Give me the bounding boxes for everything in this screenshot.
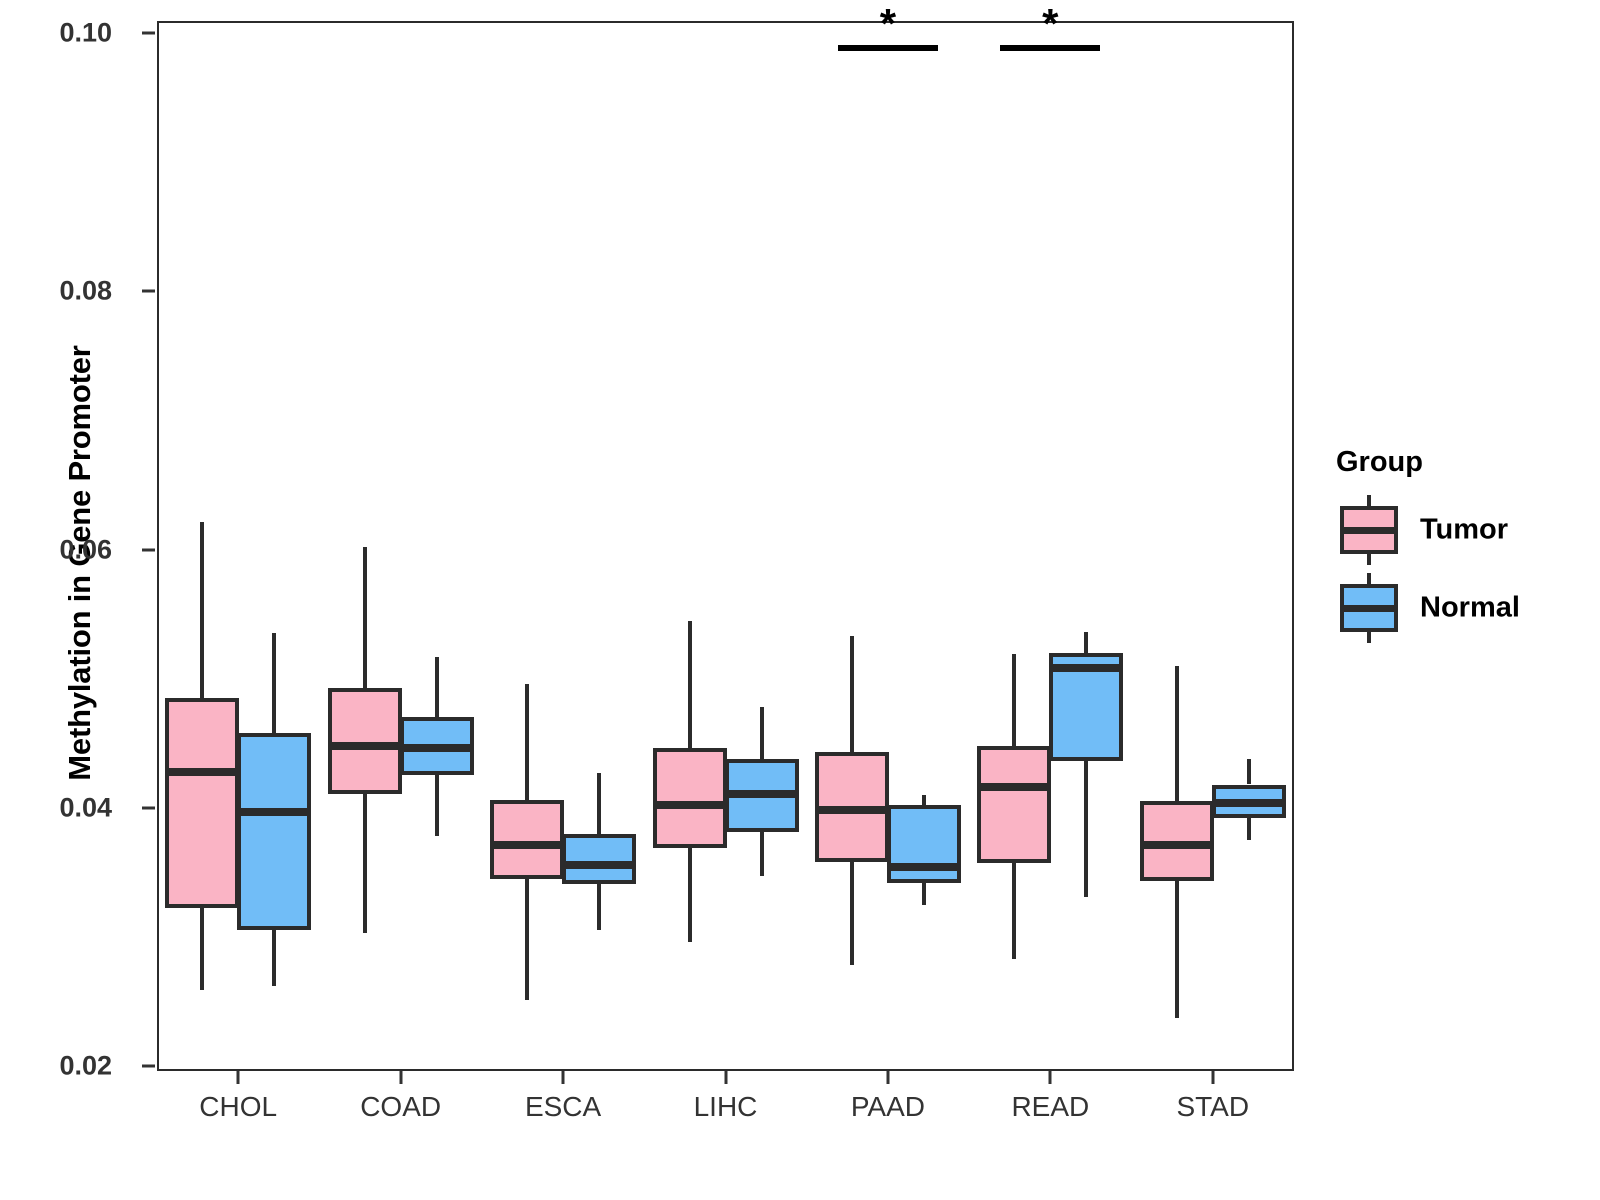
y-axis-tick-label: 0.10 — [59, 17, 112, 48]
x-axis-tick-mark — [1048, 1071, 1052, 1084]
box-median-line — [327, 741, 402, 750]
legend-label-normal[interactable]: Normal — [1420, 591, 1520, 624]
plot-panel — [157, 21, 1294, 1071]
box-median-line — [1139, 841, 1214, 850]
box-median-line — [490, 841, 565, 850]
box-whisker-lower — [434, 775, 439, 837]
box-whisker-lower — [1174, 881, 1179, 1019]
box-whisker-upper — [849, 636, 854, 753]
box-whisker-lower — [1084, 761, 1089, 897]
x-axis-tick-label: COAD — [360, 1091, 442, 1122]
x-axis-tick-label: LIHC — [693, 1091, 758, 1122]
box-whisker-upper — [1012, 654, 1017, 746]
x-axis-tick-label: STAD — [1176, 1091, 1250, 1122]
box-whisker-upper — [200, 522, 205, 698]
box-median-line — [886, 863, 961, 872]
box-median-line — [399, 744, 474, 753]
y-axis-tick-mark — [142, 1064, 155, 1068]
box-whisker-upper — [1084, 632, 1089, 653]
box-median-line — [724, 789, 799, 798]
box-whisker-upper — [362, 546, 367, 688]
box-whisker-upper — [434, 656, 439, 718]
box-median-line — [977, 783, 1052, 792]
box-plot-box — [977, 745, 1052, 864]
x-axis-tick-mark — [236, 1071, 240, 1084]
box-whisker-lower — [1246, 818, 1251, 841]
x-axis-tick-label: PAAD — [850, 1091, 925, 1122]
box-plot-box — [165, 697, 240, 909]
significance-bar — [1000, 44, 1101, 51]
box-whisker-lower — [597, 883, 602, 931]
legend-key-median — [1340, 527, 1398, 534]
x-axis-tick-label: READ — [1011, 1091, 1090, 1122]
box-whisker-upper — [921, 794, 926, 806]
legend-key-median — [1340, 605, 1398, 612]
box-whisker-lower — [759, 832, 764, 877]
y-axis-tick-label: 0.04 — [59, 792, 112, 823]
box-whisker-upper — [1174, 665, 1179, 802]
y-axis-tick-mark — [142, 31, 155, 35]
box-whisker-lower — [272, 930, 277, 986]
significance-asterisk: * — [879, 0, 897, 47]
box-median-line — [652, 801, 727, 810]
box-whisker-lower — [525, 878, 530, 1001]
box-plot-box — [652, 748, 727, 848]
y-axis-tick-label: 0.02 — [59, 1050, 112, 1081]
box-median-line — [165, 767, 240, 776]
x-axis-tick-mark — [561, 1071, 565, 1084]
y-axis-tick-mark — [142, 548, 155, 551]
legend-title: Group — [1336, 446, 1423, 478]
box-whisker-lower — [362, 793, 367, 933]
y-axis-tick-label: 0.06 — [59, 534, 112, 564]
box-plot-box — [237, 732, 312, 931]
x-axis-tick-label: ESCA — [524, 1091, 602, 1122]
x-axis-tick-mark — [1211, 1071, 1215, 1084]
x-axis-tick-label: CHOL — [199, 1091, 278, 1122]
box-median-line — [1049, 664, 1124, 673]
box-whisker-lower — [1012, 863, 1017, 959]
box-whisker-lower — [921, 882, 926, 905]
box-whisker-upper — [759, 707, 764, 759]
y-axis-tick-mark — [142, 806, 155, 810]
box-whisker-upper — [525, 683, 530, 800]
x-axis-tick-mark — [399, 1071, 403, 1084]
box-whisker-upper — [1246, 758, 1251, 785]
y-axis-tick-label: 0.08 — [59, 275, 112, 306]
x-axis-tick-mark — [724, 1071, 727, 1084]
box-whisker-upper — [687, 620, 692, 749]
box-whisker-lower — [849, 861, 854, 966]
legend-label-tumor[interactable]: Tumor — [1420, 513, 1509, 546]
y-axis-tick-mark — [142, 289, 155, 293]
x-axis-tick-mark — [886, 1071, 890, 1084]
box-whisker-lower — [200, 908, 205, 990]
significance-bar — [837, 44, 938, 51]
box-whisker-lower — [687, 847, 692, 943]
box-plot-box — [327, 687, 402, 794]
box-plot-box — [490, 800, 565, 879]
box-median-line — [814, 806, 889, 815]
box-median-line — [1211, 798, 1286, 807]
box-whisker-upper — [597, 772, 602, 834]
box-median-line — [237, 807, 312, 816]
box-whisker-upper — [272, 633, 277, 733]
box-plot-box — [562, 833, 637, 884]
significance-asterisk: * — [1042, 0, 1059, 47]
box-median-line — [562, 860, 637, 869]
